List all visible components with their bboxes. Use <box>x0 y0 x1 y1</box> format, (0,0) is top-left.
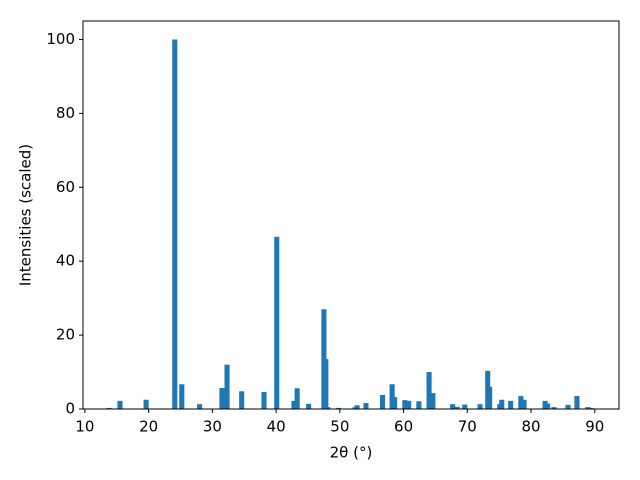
bar <box>363 403 369 409</box>
bar <box>406 400 412 409</box>
bar <box>261 392 267 409</box>
bar <box>179 384 185 409</box>
bar <box>291 400 297 409</box>
bar <box>462 404 468 409</box>
y-tick-label: 80 <box>56 104 75 122</box>
bar <box>545 403 551 409</box>
x-tick-label: 70 <box>458 418 477 436</box>
bar <box>224 364 230 409</box>
bar <box>274 236 280 409</box>
bar <box>551 407 557 409</box>
x-tick-label: 40 <box>267 418 286 436</box>
x-tick-label: 60 <box>394 418 413 436</box>
bar <box>172 39 178 409</box>
y-tick-label: 100 <box>46 30 75 48</box>
bar <box>389 384 395 409</box>
bar <box>392 397 398 409</box>
bar <box>430 393 436 409</box>
bar <box>354 405 360 409</box>
x-tick-label: 50 <box>330 418 349 436</box>
y-tick-label: 20 <box>56 326 75 344</box>
bar <box>588 407 594 409</box>
bar <box>574 396 580 409</box>
bar <box>402 400 408 409</box>
y-tick-label: 60 <box>56 178 75 196</box>
axes-frame <box>82 20 620 410</box>
y-axis-label: Intensities (scaled) <box>17 144 35 286</box>
bar <box>323 359 329 409</box>
bar <box>379 394 386 409</box>
bar <box>518 396 524 409</box>
bar <box>585 407 591 409</box>
bar <box>219 387 225 409</box>
plot-area <box>106 39 594 409</box>
bar <box>143 399 149 409</box>
x-tick-label: 20 <box>139 418 158 436</box>
bar <box>294 388 300 409</box>
bar <box>197 404 203 409</box>
x-tick-label: 80 <box>522 418 541 436</box>
bar <box>508 400 514 409</box>
bar <box>487 386 493 409</box>
bar <box>117 400 123 409</box>
x-axis-label: 2θ (°) <box>330 444 373 462</box>
bar <box>454 406 460 409</box>
bar <box>499 399 505 409</box>
bar <box>426 372 432 409</box>
bar <box>477 404 483 409</box>
bar <box>521 399 527 409</box>
y-tick-label: 0 <box>65 400 75 418</box>
x-tick-label: 90 <box>585 418 604 436</box>
y-tick-label: 40 <box>56 252 75 270</box>
bar <box>106 407 112 409</box>
bar <box>336 407 342 409</box>
bar <box>306 403 312 409</box>
x-tick-label: 10 <box>75 418 94 436</box>
bar <box>450 404 456 409</box>
x-tick-label: 30 <box>203 418 222 436</box>
bar <box>565 404 571 409</box>
bar <box>239 391 245 409</box>
bar <box>416 401 422 409</box>
bar <box>325 407 331 409</box>
